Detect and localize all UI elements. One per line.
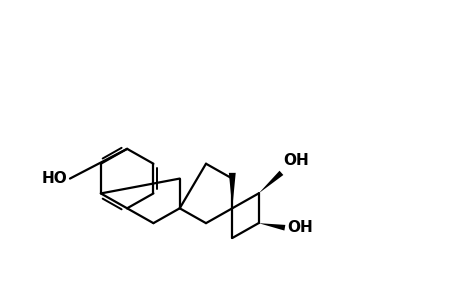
Text: OH: OH bbox=[283, 153, 309, 168]
Polygon shape bbox=[229, 173, 235, 208]
Polygon shape bbox=[258, 223, 285, 230]
Text: HO: HO bbox=[42, 171, 67, 186]
Polygon shape bbox=[258, 171, 283, 194]
Text: OH: OH bbox=[286, 220, 312, 235]
